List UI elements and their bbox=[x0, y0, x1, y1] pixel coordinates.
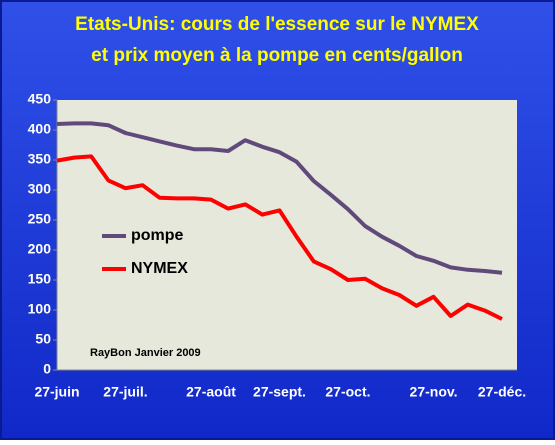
y-tick-label: 50 bbox=[35, 331, 51, 347]
x-tick-label: 27-juil. bbox=[103, 384, 147, 400]
series-line bbox=[56, 154, 503, 321]
chart-title: Etats-Unis: cours de l'essence sur le NY… bbox=[75, 14, 479, 35]
legend-label: NYMEX bbox=[131, 260, 188, 277]
x-tick-label: 27-juin bbox=[34, 384, 79, 400]
y-tick-label: 200 bbox=[28, 241, 52, 257]
y-tick-label: 300 bbox=[28, 181, 52, 197]
y-tick-label: 250 bbox=[28, 211, 52, 227]
legend-label: pompe bbox=[131, 227, 184, 244]
chart-title: et prix moyen à la pompe en cents/gallon bbox=[91, 45, 463, 66]
x-tick-label: 27-sept. bbox=[253, 384, 306, 400]
series-line bbox=[56, 121, 503, 275]
x-tick-label: 27-oct. bbox=[325, 384, 370, 400]
y-tick-label: 400 bbox=[28, 121, 52, 137]
annotation: RayBon Janvier 2009 bbox=[90, 347, 201, 359]
y-tick-label: 0 bbox=[43, 361, 51, 377]
y-tick-label: 100 bbox=[28, 301, 52, 317]
plot-area bbox=[57, 100, 517, 370]
y-tick-label: 350 bbox=[28, 151, 52, 167]
x-tick-label: 27-nov. bbox=[410, 384, 458, 400]
y-tick-label: 450 bbox=[28, 91, 52, 107]
x-tick-label: 27-août bbox=[186, 384, 236, 400]
x-tick-label: 27-déc. bbox=[478, 384, 526, 400]
y-tick-label: 150 bbox=[28, 271, 52, 287]
